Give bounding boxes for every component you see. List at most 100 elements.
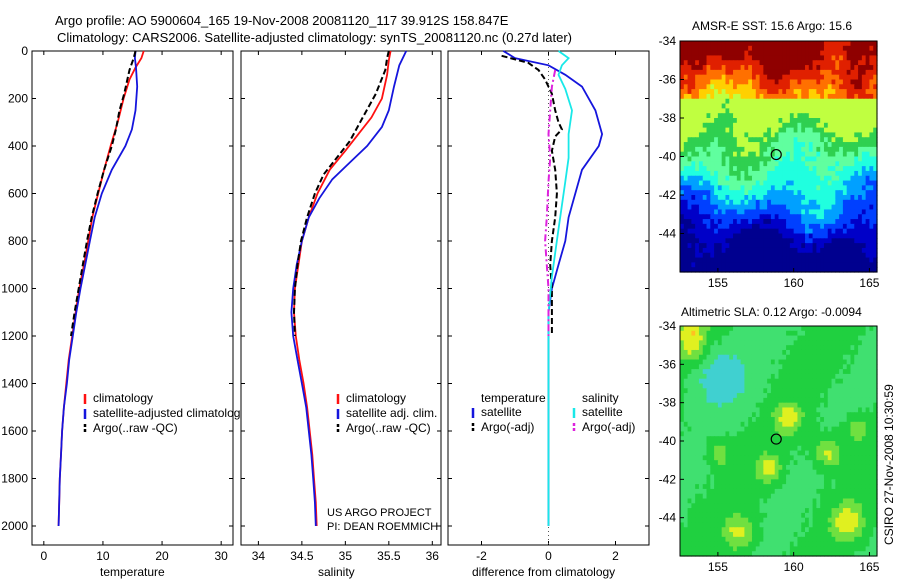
heatmap-cell bbox=[683, 127, 689, 134]
heatmap-cell bbox=[729, 421, 734, 428]
heatmap-cell bbox=[839, 484, 844, 490]
heatmap-cell bbox=[748, 522, 753, 528]
heatmap-cell bbox=[831, 243, 836, 249]
heatmap-cell bbox=[778, 170, 783, 177]
heatmap-cell bbox=[698, 223, 704, 230]
heatmap-cell bbox=[774, 498, 780, 504]
heatmap-cell bbox=[751, 532, 757, 538]
heatmap-cell bbox=[774, 209, 780, 215]
heatmap-cell bbox=[778, 330, 783, 337]
heatmap-cell bbox=[717, 262, 723, 268]
heatmap-cell bbox=[793, 247, 799, 254]
heatmap-cell bbox=[736, 359, 742, 365]
heatmap-cell bbox=[793, 41, 799, 47]
heatmap-cell bbox=[797, 383, 802, 389]
heatmap-cell bbox=[839, 431, 844, 437]
heatmap-cell bbox=[695, 247, 700, 254]
heatmap-cell bbox=[839, 137, 844, 143]
heatmap-cell bbox=[827, 243, 833, 249]
heatmap-cell bbox=[744, 190, 749, 196]
heatmap-cell bbox=[714, 335, 719, 341]
heatmap-cell bbox=[812, 132, 817, 138]
heatmap-cell bbox=[869, 369, 874, 375]
heatmap-cell bbox=[755, 93, 761, 100]
heatmap-cell bbox=[695, 326, 700, 332]
heatmap-cell bbox=[695, 199, 700, 206]
heatmap-cell bbox=[751, 199, 757, 206]
heatmap-cell bbox=[839, 98, 844, 105]
heatmap-cell bbox=[767, 257, 772, 263]
heatmap-cell bbox=[797, 407, 802, 413]
heatmap-cell bbox=[717, 464, 723, 471]
heatmap-cell bbox=[820, 484, 825, 490]
heatmap-cell bbox=[842, 108, 848, 114]
heatmap-cell bbox=[744, 369, 749, 375]
heatmap-cell bbox=[805, 532, 810, 538]
heatmap-cell bbox=[770, 364, 776, 370]
heatmap-cell bbox=[835, 195, 840, 201]
heatmap-cell bbox=[767, 412, 772, 418]
heatmap-cell bbox=[770, 69, 776, 76]
heatmap-cell bbox=[759, 417, 764, 423]
heatmap-cell bbox=[782, 426, 787, 433]
heatmap-cell bbox=[710, 55, 715, 61]
heatmap-cell bbox=[755, 60, 761, 66]
heatmap-cell bbox=[793, 60, 799, 66]
heatmap-cell bbox=[714, 79, 719, 85]
heatmap-cell bbox=[759, 493, 764, 500]
heatmap-cell bbox=[767, 431, 772, 437]
heatmap-cell bbox=[725, 127, 730, 134]
heatmap-cell bbox=[842, 103, 848, 109]
heatmap-cell bbox=[767, 522, 772, 528]
heatmap-cell bbox=[873, 397, 878, 404]
heatmap-cell bbox=[683, 417, 689, 423]
heatmap-cell bbox=[687, 170, 692, 177]
heatmap-cell bbox=[729, 247, 734, 254]
heatmap-cell bbox=[759, 161, 764, 167]
heatmap-cell bbox=[786, 359, 791, 365]
heatmap-cell bbox=[710, 79, 715, 85]
heatmap-cell bbox=[865, 190, 871, 196]
header-line-2: Climatology: CARS2006. Satellite-adjuste… bbox=[57, 30, 572, 45]
heatmap-cell bbox=[767, 421, 772, 428]
heatmap-cell bbox=[854, 349, 859, 356]
heatmap-cell bbox=[744, 335, 749, 341]
heatmap-cell bbox=[714, 498, 719, 504]
heatmap-cell bbox=[774, 397, 780, 404]
heatmap-cell bbox=[740, 137, 746, 143]
heatmap-cell bbox=[831, 65, 836, 71]
heatmap-cell bbox=[736, 84, 742, 90]
heatmap-cell bbox=[850, 508, 855, 514]
heatmap-cell bbox=[706, 503, 711, 509]
heatmap-cell bbox=[683, 252, 689, 259]
heatmap-cell bbox=[721, 170, 727, 177]
heatmap-cell bbox=[698, 84, 704, 90]
heatmap-cell bbox=[816, 175, 821, 182]
heatmap-cell bbox=[873, 103, 878, 109]
heatmap-cell bbox=[774, 393, 780, 399]
heatmap-cell bbox=[816, 122, 821, 129]
heatmap-cell bbox=[801, 93, 806, 100]
heatmap-cell bbox=[854, 127, 859, 134]
heatmap-cell bbox=[740, 156, 746, 162]
heatmap-cell bbox=[846, 185, 852, 191]
heatmap-cell bbox=[873, 161, 878, 167]
heatmap-cell bbox=[748, 402, 753, 409]
heatmap-cell bbox=[695, 214, 700, 220]
heatmap-cell bbox=[759, 412, 764, 418]
heatmap-cell bbox=[850, 156, 855, 162]
heatmap-cell bbox=[831, 512, 836, 519]
heatmap-cell bbox=[782, 228, 787, 235]
heatmap-cell bbox=[683, 407, 689, 413]
heatmap-cell bbox=[861, 455, 867, 461]
heatmap-cell bbox=[786, 79, 791, 85]
heatmap-cell bbox=[861, 93, 867, 100]
heatmap-cell bbox=[793, 345, 799, 351]
heatmap-cell bbox=[691, 151, 696, 158]
heatmap-cell bbox=[854, 330, 859, 337]
heatmap-cell bbox=[714, 508, 719, 514]
heatmap-cell bbox=[733, 354, 738, 361]
heatmap-cell bbox=[683, 50, 689, 57]
heatmap-cell bbox=[873, 417, 878, 423]
heatmap-cell bbox=[740, 103, 746, 109]
